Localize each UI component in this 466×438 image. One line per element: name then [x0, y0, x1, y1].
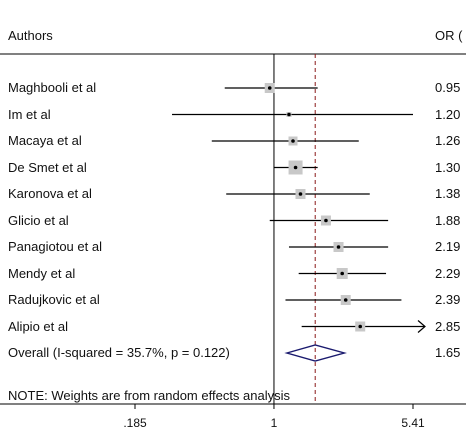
- x-tick-label: .185: [123, 416, 147, 430]
- study-label: Radujkovic et al: [8, 292, 100, 307]
- ci-arrow: [417, 320, 426, 333]
- study-mark: [226, 189, 370, 199]
- point-estimate: [340, 271, 345, 276]
- point-estimate: [336, 245, 341, 249]
- study-label: Glicio et al: [8, 212, 69, 228]
- study-mark: [224, 83, 318, 93]
- or-value: 2.85: [435, 318, 461, 334]
- study-label: Maghbooli et al: [8, 80, 97, 95]
- or-value: 2.29: [435, 265, 461, 281]
- x-tick-label: 1: [270, 416, 278, 430]
- study-mark: [298, 268, 387, 279]
- study-mark: [288, 242, 389, 252]
- point-estimate: [267, 86, 272, 90]
- study-label: Alipio et al: [8, 318, 68, 334]
- study-label: Karonova et al: [8, 186, 92, 201]
- overall-label: Overall (I-squared = 35.7%, p = 0.122): [8, 345, 230, 360]
- study-mark: [172, 112, 413, 117]
- x-tick-label: 5.41: [401, 416, 425, 430]
- overall-diamond: [284, 344, 347, 362]
- study-mark: [211, 136, 359, 146]
- study-label: Macaya et al: [8, 133, 82, 148]
- point-estimate: [298, 192, 303, 196]
- study-label: Panagiotou et al: [8, 239, 102, 254]
- point-estimate: [293, 165, 298, 170]
- point-estimate: [358, 324, 363, 329]
- weights-note: NOTE: Weights are from random effects an…: [8, 388, 291, 403]
- or-value: 0.95: [435, 80, 461, 95]
- point-estimate: [291, 139, 295, 143]
- or-value: 1.26: [435, 133, 461, 148]
- study-label: Im et al: [8, 106, 51, 122]
- or-header: OR (: [435, 28, 463, 43]
- study-mark: [269, 215, 389, 226]
- point-estimate: [343, 298, 348, 302]
- study-mark: [285, 295, 402, 305]
- or-value: 1.20: [435, 106, 461, 122]
- authors-header: Authors: [8, 28, 53, 43]
- study-label: De Smet et al: [8, 159, 87, 175]
- overall-or-value: 1.65: [435, 345, 461, 360]
- or-value: 1.38: [435, 186, 461, 201]
- study-mark: [301, 320, 426, 333]
- or-value: 2.39: [435, 292, 461, 307]
- or-value: 1.88: [435, 212, 461, 228]
- study-label: Mendy et al: [8, 265, 76, 281]
- point-estimate: [324, 218, 328, 223]
- study-mark: [273, 160, 318, 175]
- or-value: 2.19: [435, 239, 461, 254]
- point-estimate: [287, 112, 291, 117]
- or-value: 1.30: [435, 159, 461, 175]
